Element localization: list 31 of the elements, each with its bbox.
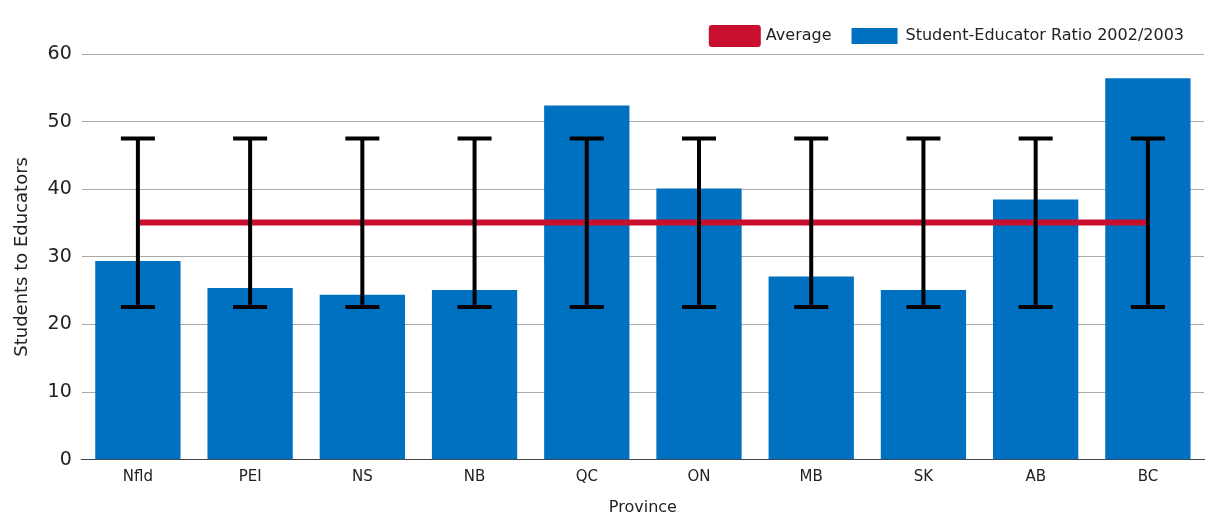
bar xyxy=(1105,78,1191,460)
y-axis-title: Students to Educators xyxy=(10,157,32,357)
bar xyxy=(544,105,630,460)
y-tick-label: 60 xyxy=(47,40,72,63)
bar xyxy=(431,290,518,460)
y-tick-label: 0 xyxy=(59,446,72,469)
x-tick-label: SK xyxy=(913,466,935,485)
x-tick-label: MB xyxy=(799,466,823,485)
bar xyxy=(207,288,293,460)
x-tick-label: NS xyxy=(351,466,373,485)
bar xyxy=(768,276,854,460)
bar xyxy=(656,188,742,460)
x-tick-label: Nfld xyxy=(122,466,153,485)
x-tick-label: QC xyxy=(575,466,598,485)
x-tick-label: ON xyxy=(687,466,711,485)
legend-label: Student-Educator Ratio 2002/2003 xyxy=(905,25,1184,45)
y-tick-label: 20 xyxy=(47,311,72,334)
bar xyxy=(95,260,181,460)
x-tick-label: BC xyxy=(1137,466,1159,485)
bar xyxy=(880,290,967,460)
y-tick-label: 10 xyxy=(47,379,72,402)
legend-label: Average xyxy=(765,25,832,45)
x-tick-label: NB xyxy=(463,466,486,485)
x-tick-label: AB xyxy=(1025,466,1046,485)
bar xyxy=(993,199,1079,460)
bar xyxy=(319,294,405,460)
x-axis-title: Province xyxy=(608,496,677,516)
y-tick-label: 40 xyxy=(47,176,72,199)
y-tick-label: 30 xyxy=(47,243,72,266)
y-tick-label: 50 xyxy=(47,108,72,131)
x-tick-label: PEI xyxy=(238,466,262,485)
